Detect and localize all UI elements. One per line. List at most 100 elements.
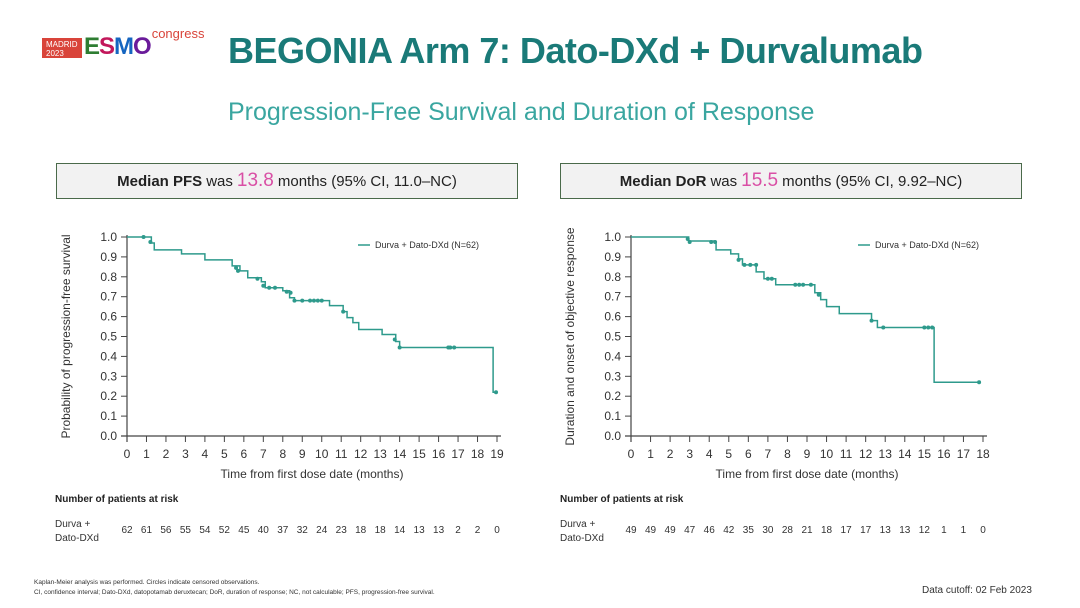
at-risk-value: 2 [455, 525, 461, 536]
censor-mark [769, 276, 774, 281]
censor-mark [754, 262, 759, 267]
at-risk-title-left: Number of patients at risk [55, 494, 179, 505]
censor-mark [742, 262, 747, 267]
x-tick-label: 17 [957, 447, 971, 461]
y-tick-label: 0.1 [604, 409, 621, 423]
at-risk-value: 45 [238, 525, 250, 536]
y-tick-label: 1.0 [604, 230, 621, 244]
x-tick-label: 11 [840, 447, 853, 461]
x-tick-label: 13 [879, 447, 893, 461]
censor-mark [319, 298, 324, 303]
censor-mark [452, 345, 457, 350]
x-tick-label: 16 [432, 447, 446, 461]
x-tick-label: 7 [260, 447, 267, 461]
censor-mark [709, 239, 714, 244]
footnotes: Kaplan-Meier analysis was performed. Cir… [34, 578, 435, 598]
logo-letter: M [114, 33, 134, 60]
censor-mark [713, 239, 718, 244]
at-risk-value: 35 [743, 525, 755, 536]
km-curve [127, 236, 497, 393]
dor-km-chart: 0.00.10.20.30.40.50.60.70.80.91.00 1 2 3 4 5 6… [563, 227, 990, 536]
x-tick-label: 10 [820, 447, 834, 461]
y-tick-label: 0.1 [100, 409, 117, 423]
censor-mark [687, 239, 692, 244]
y-tick-label: 0.2 [604, 389, 621, 403]
censor-mark [816, 292, 821, 297]
at-risk-value: 47 [684, 525, 696, 536]
censor-mark [284, 289, 289, 294]
dor-summary-box: Median DoR was 15.5 months (95% CI, 9.92… [560, 163, 1022, 199]
x-tick-label: 9 [299, 447, 306, 461]
censor-mark [736, 257, 741, 262]
censor-mark [797, 282, 802, 287]
censor-mark [494, 390, 499, 395]
logo-letter: S [99, 33, 115, 60]
censor-mark [869, 318, 874, 323]
at-risk-value: 12 [919, 525, 931, 536]
y-tick-label: 0.0 [100, 429, 117, 443]
y-tick-label: 0.8 [100, 270, 117, 284]
at-risk-value: 18 [355, 525, 367, 536]
x-tick-label: 7 [765, 447, 772, 461]
logo-letter: E [84, 33, 100, 60]
at-risk-value: 37 [277, 525, 289, 536]
at-risk-value: 1 [941, 525, 947, 536]
data-cutoff: Data cutoff: 02 Feb 2023 [922, 585, 1032, 596]
at-risk-label-left: Durva + Dato-DXd [55, 518, 99, 546]
x-tick-label: 4 [202, 447, 209, 461]
y-tick-label: 0.2 [100, 389, 117, 403]
at-risk-value: 30 [762, 525, 774, 536]
x-tick-label: 11 [335, 447, 348, 461]
x-tick-label: 17 [451, 447, 465, 461]
at-risk-value: 13 [414, 525, 426, 536]
legend-label: Durva + Dato-DXd (N=62) [375, 240, 479, 250]
x-tick-label: 15 [918, 447, 932, 461]
x-tick-label: 6 [745, 447, 752, 461]
x-tick-label: 19 [490, 447, 504, 461]
x-tick-label: 16 [937, 447, 951, 461]
x-tick-label: 5 [221, 447, 228, 461]
censor-mark [292, 298, 297, 303]
x-tick-label: 8 [784, 447, 791, 461]
at-risk-value: 54 [199, 525, 211, 536]
censor-mark [148, 239, 153, 244]
slide-subtitle: Progression-Free Survival and Duration o… [228, 98, 815, 126]
censor-mark [261, 283, 266, 288]
censor-mark [685, 236, 690, 241]
summary-label: Median DoR [619, 172, 707, 190]
at-risk-value: 55 [180, 525, 192, 536]
at-risk-title-right: Number of patients at risk [560, 494, 684, 505]
censor-mark [926, 325, 931, 330]
y-tick-label: 0.5 [100, 330, 117, 344]
at-risk-value: 46 [704, 525, 716, 536]
at-risk-value: 49 [645, 525, 657, 536]
censor-mark [311, 298, 316, 303]
at-risk-value: 62 [121, 525, 133, 536]
censor-mark [236, 268, 240, 273]
x-tick-label: 0 [124, 447, 131, 461]
y-tick-label: 0.7 [100, 290, 117, 304]
at-risk-value: 24 [316, 525, 328, 536]
x-tick-label: 1 [143, 447, 150, 461]
y-axis-label: Probability of progression-free survival [59, 234, 73, 438]
legend-label: Durva + Dato-DXd (N=62) [875, 240, 979, 250]
at-risk-value: 42 [723, 525, 735, 536]
censor-mark [881, 325, 886, 330]
at-risk-value: 0 [980, 525, 986, 536]
at-risk-value: 18 [821, 525, 833, 536]
y-tick-label: 0.4 [100, 349, 117, 363]
summary-post: months (95% CI, 11.0–NC) [277, 172, 457, 190]
x-tick-label: 8 [279, 447, 286, 461]
censor-mark [765, 276, 770, 281]
summary-label: Median PFS [117, 172, 203, 190]
at-risk-value: 32 [297, 525, 309, 536]
y-tick-label: 0.4 [604, 349, 621, 363]
censor-mark [793, 282, 798, 287]
at-risk-value: 13 [433, 525, 445, 536]
censor-mark [448, 345, 453, 350]
x-tick-label: 6 [240, 447, 247, 461]
at-risk-label-line: Durva + [560, 519, 596, 530]
censor-mark [977, 380, 982, 385]
slide-title: BEGONIA Arm 7: Dato-DXd + Durvalumab [228, 30, 923, 71]
x-axis-label: Time from first dose date (months) [716, 467, 899, 481]
